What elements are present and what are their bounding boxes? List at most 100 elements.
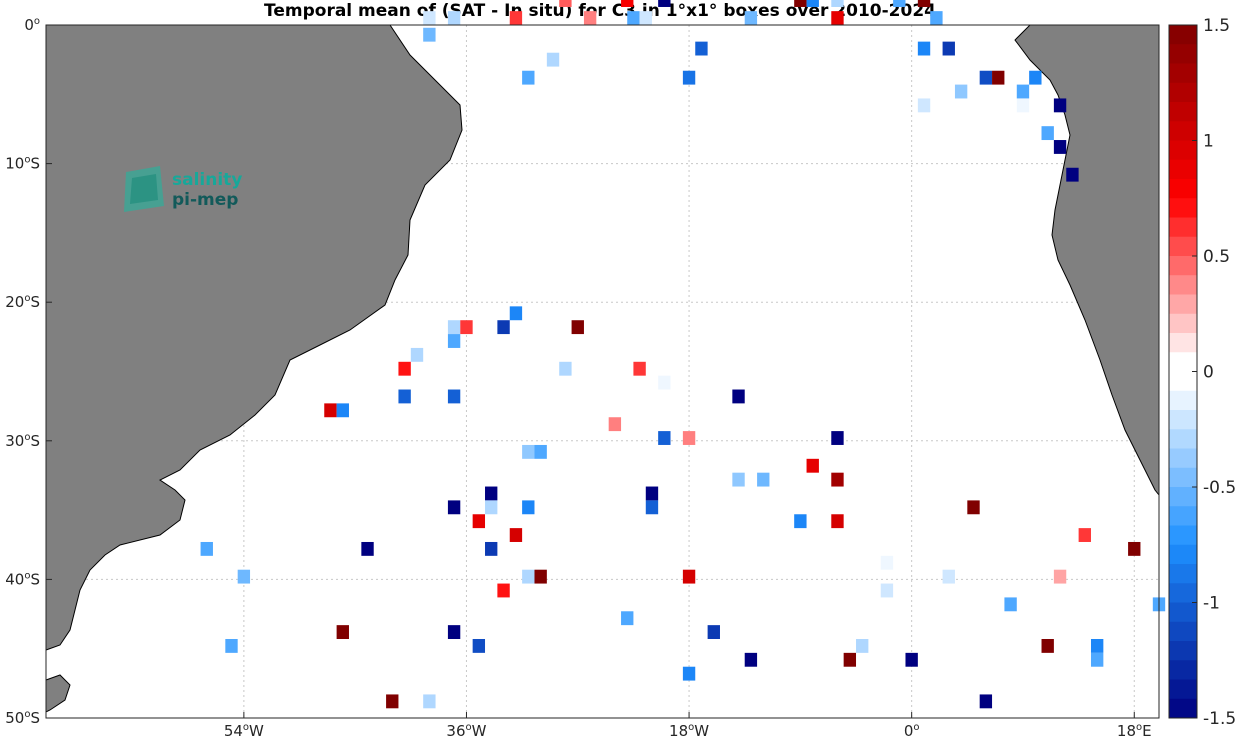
data-box — [831, 472, 844, 487]
data-box — [757, 472, 770, 487]
colorbar-tick-label: -1 — [1203, 594, 1220, 614]
data-box — [324, 403, 337, 418]
colorbar-cell — [1169, 25, 1197, 45]
data-box — [447, 11, 461, 25]
colorbar-cell — [1169, 679, 1197, 700]
data-box — [472, 638, 486, 653]
data-box — [695, 41, 708, 56]
data-box — [447, 334, 461, 348]
tick-label: 54oW — [224, 722, 264, 740]
data-box — [1078, 528, 1091, 542]
data-box — [225, 638, 238, 653]
data-box — [831, 514, 844, 529]
data-box — [447, 625, 461, 639]
tick-label: 0o — [24, 16, 40, 34]
data-box — [831, 0, 844, 7]
colorbar-cell — [1169, 275, 1197, 295]
tick-number: 30 — [5, 432, 24, 450]
colorbar-cell — [1169, 179, 1197, 199]
degree-sign: o — [913, 722, 919, 733]
data-box — [336, 403, 349, 418]
colorbar-cell — [1169, 583, 1197, 603]
colorbar-cell — [1169, 467, 1197, 488]
data-box — [707, 625, 720, 639]
hemisphere-letter: S — [30, 432, 40, 450]
hemisphere-letter: W — [249, 722, 264, 740]
hemisphere-letter: E — [1142, 722, 1151, 740]
tick-number: 0 — [24, 16, 34, 34]
data-box — [485, 500, 498, 515]
colorbar-cell — [1169, 313, 1197, 334]
tick-number: 20 — [5, 293, 24, 311]
data-box — [621, 611, 634, 626]
map-axes: salinity pi-mep 54oW 36oW 18oW 0o 18oE 0o10o… — [5, 0, 1166, 740]
data-box — [794, 514, 807, 529]
data-box — [608, 417, 622, 432]
data-boxes — [200, 0, 1166, 709]
colorbar-cell — [1169, 621, 1197, 642]
data-box — [639, 11, 652, 25]
data-box — [423, 27, 436, 42]
data-box — [361, 541, 374, 556]
data-box — [1066, 167, 1079, 182]
tick-number: 18 — [669, 722, 688, 740]
data-box — [559, 361, 572, 376]
data-box — [336, 625, 349, 639]
colorbar-cell — [1169, 698, 1197, 719]
tick-label: 18oE — [1117, 722, 1152, 740]
data-box — [472, 514, 486, 529]
data-box — [522, 70, 535, 85]
data-box — [398, 361, 411, 376]
colorbar-cell — [1169, 198, 1197, 218]
data-box — [410, 347, 424, 362]
colorbar-cell — [1169, 140, 1197, 161]
degree-sign: o — [688, 722, 694, 733]
colorbar-tick-label: -1.5 — [1203, 709, 1236, 729]
data-box — [583, 11, 597, 25]
data-box — [1041, 126, 1054, 141]
degree-sign: o — [466, 722, 472, 733]
data-box — [497, 583, 510, 598]
colorbar-cell — [1169, 602, 1197, 623]
data-box — [1041, 638, 1054, 653]
colorbar-cell — [1169, 641, 1197, 661]
data-box — [571, 320, 584, 335]
data-box — [509, 306, 523, 321]
tick-label: 36oW — [446, 722, 486, 740]
data-box — [633, 361, 646, 376]
data-box — [559, 0, 572, 7]
data-box — [732, 389, 745, 404]
colorbar-cell — [1169, 102, 1197, 122]
data-box — [509, 528, 523, 542]
colorbar-cell — [1169, 63, 1197, 84]
data-box — [682, 70, 696, 85]
data-box — [744, 652, 758, 667]
data-box — [522, 569, 535, 584]
colorbar-cell — [1169, 564, 1197, 584]
data-box — [967, 500, 980, 515]
colorbar-cell — [1169, 371, 1197, 392]
data-box — [806, 0, 819, 7]
colorbar-cell — [1169, 159, 1197, 180]
data-box — [546, 52, 560, 67]
colorbar-cell — [1169, 352, 1197, 372]
data-box — [843, 652, 857, 667]
salinity-pi-mep-logo: salinity pi-mep — [124, 166, 242, 212]
data-box — [1016, 84, 1030, 99]
data-box — [732, 472, 745, 487]
data-box — [497, 320, 510, 335]
colorbar-tick-label: 0.5 — [1203, 247, 1230, 267]
data-box — [386, 694, 399, 709]
data-box — [917, 41, 931, 56]
data-box — [460, 320, 473, 335]
colorbar-tick-label: 0 — [1203, 363, 1214, 383]
data-box — [1016, 98, 1030, 113]
data-box — [645, 486, 659, 501]
data-box — [979, 694, 993, 709]
colorbar-cell — [1169, 82, 1197, 103]
data-box — [954, 84, 968, 99]
data-box — [831, 431, 844, 445]
data-box — [917, 0, 931, 7]
data-box — [1090, 652, 1104, 667]
